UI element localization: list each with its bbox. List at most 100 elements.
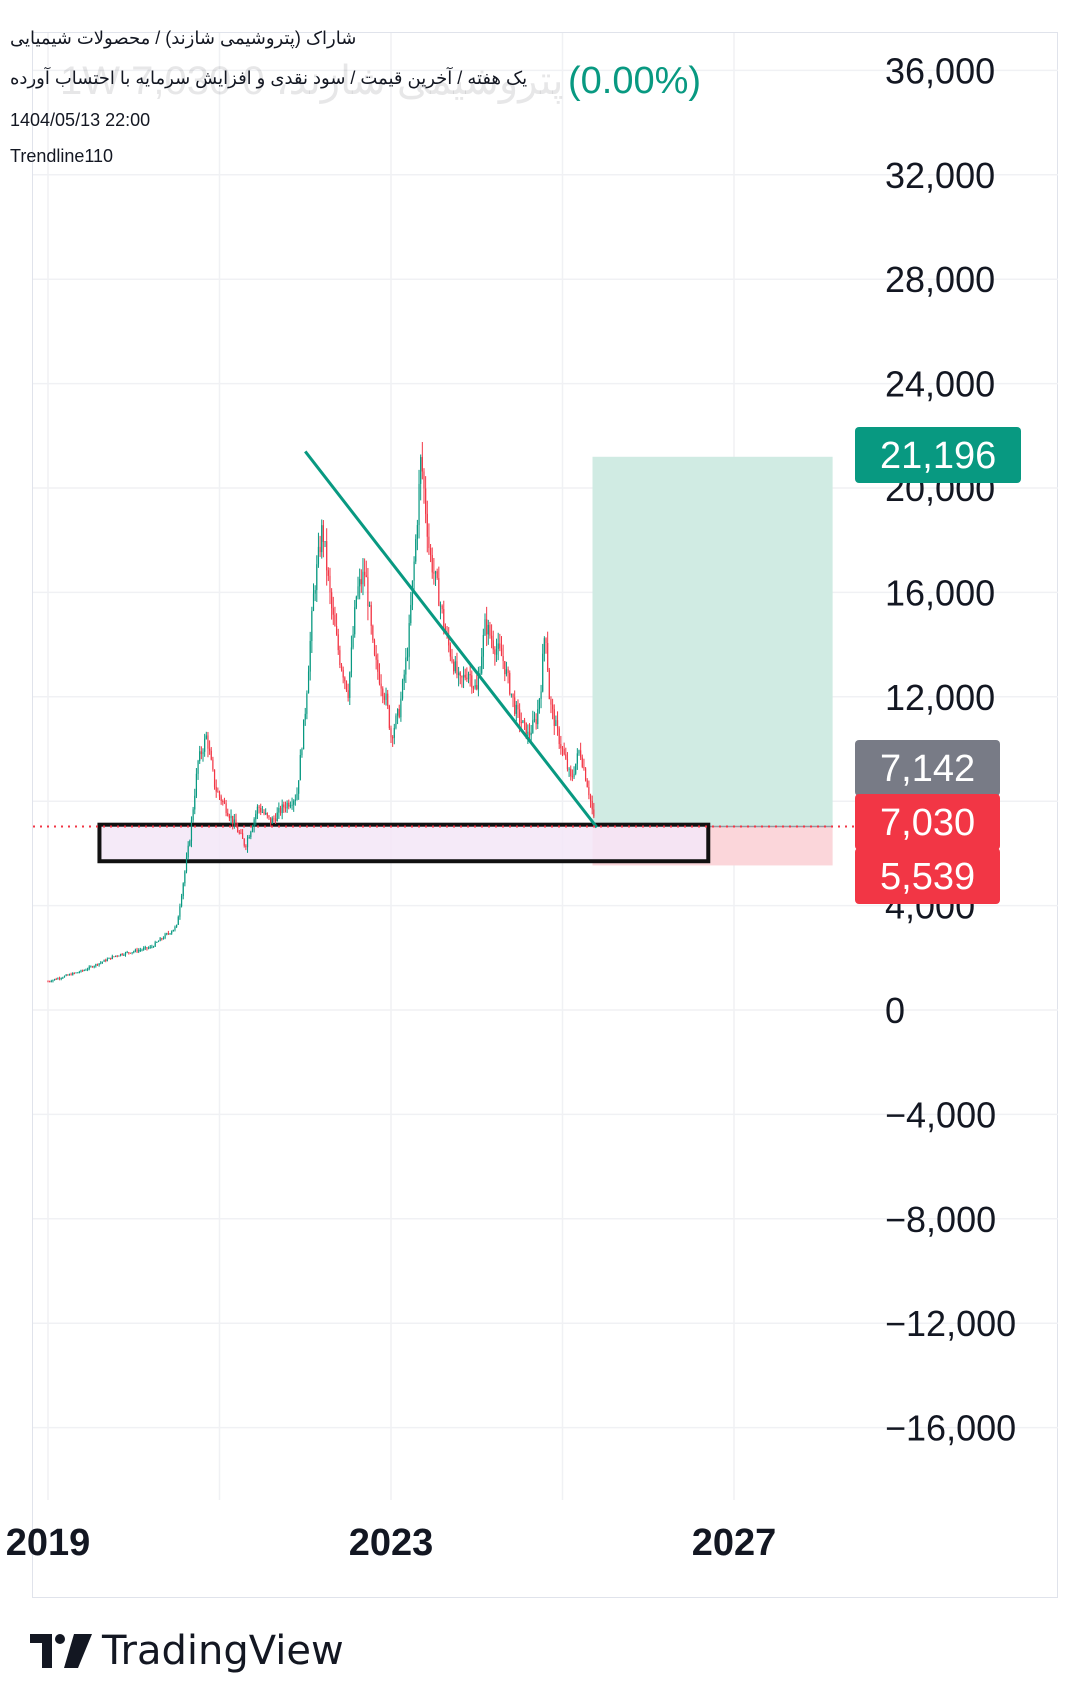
trendline — [304, 450, 598, 829]
candle — [58, 976, 61, 981]
candle-body — [260, 807, 262, 813]
candle — [146, 947, 148, 951]
candle-body — [487, 624, 489, 635]
tradingview-logo[interactable]: TradingView — [30, 1628, 344, 1674]
candle-body — [90, 966, 92, 968]
candle-body — [525, 722, 527, 738]
candle — [291, 797, 293, 810]
candle-body — [241, 833, 244, 839]
candle-body — [537, 709, 539, 725]
candle-body — [467, 673, 470, 680]
candle — [547, 631, 549, 673]
candle — [227, 808, 229, 817]
candle — [550, 696, 552, 714]
candle-body — [576, 753, 578, 764]
candle-body — [294, 799, 296, 802]
candle — [101, 961, 104, 964]
candle-body — [332, 608, 334, 615]
candle-body — [227, 812, 229, 816]
candle-body — [345, 681, 348, 691]
candle — [133, 950, 135, 954]
candle — [82, 969, 84, 973]
candle — [60, 977, 62, 981]
candle — [73, 972, 75, 975]
candle — [350, 635, 353, 678]
candle — [530, 724, 532, 743]
candle-body — [411, 580, 414, 605]
candle-body — [60, 978, 62, 980]
candle — [129, 952, 132, 954]
candle-body — [547, 642, 549, 671]
candle-body — [246, 838, 249, 848]
candle-body — [228, 815, 230, 819]
candle-body — [580, 750, 582, 758]
candle — [439, 601, 442, 620]
candle — [538, 697, 541, 714]
candle — [121, 953, 123, 956]
candle — [436, 568, 438, 580]
price-chart[interactable]: 36,00032,00028,00024,00020,00016,00012,0… — [0, 0, 1083, 1610]
candle-body — [215, 786, 217, 792]
candle-body — [340, 664, 343, 670]
candle — [138, 948, 140, 954]
candle — [248, 834, 250, 839]
candle-body — [156, 941, 158, 943]
candle-body — [339, 650, 341, 665]
candle-body — [350, 647, 353, 673]
candle-body — [111, 956, 113, 959]
candle — [357, 576, 359, 600]
grid-lines — [33, 33, 1058, 1500]
candle-body — [477, 676, 479, 690]
candle — [316, 555, 318, 602]
candle-body — [415, 539, 417, 562]
candle-body — [515, 704, 517, 714]
candle-body — [88, 966, 90, 969]
candle-body — [78, 971, 80, 973]
candle — [370, 601, 372, 635]
candle — [149, 945, 151, 949]
candle-body — [268, 815, 270, 818]
target-zone — [592, 456, 833, 827]
candle-body — [522, 720, 524, 723]
candle — [75, 972, 77, 974]
candle-body — [540, 691, 542, 699]
price-tag-text: 5,539 — [880, 856, 975, 898]
candle-body — [314, 590, 316, 594]
candle — [151, 944, 153, 949]
candle — [303, 719, 305, 750]
candle — [85, 968, 87, 971]
candle — [123, 953, 125, 956]
candle-body — [279, 807, 282, 814]
candle — [334, 606, 336, 627]
price-tag-bg — [855, 848, 1000, 904]
candle-body — [96, 964, 99, 966]
candle — [568, 767, 570, 777]
candle-body — [438, 578, 440, 606]
candle-body — [375, 654, 377, 660]
candle-body — [220, 796, 222, 801]
candle — [182, 882, 184, 900]
candle — [591, 795, 593, 815]
candle — [179, 903, 181, 920]
candle — [434, 570, 437, 586]
candle — [152, 945, 155, 948]
indicator-label[interactable]: Trendline110 — [10, 146, 114, 166]
candle — [329, 567, 331, 605]
candle — [283, 801, 285, 813]
candle-body — [342, 669, 344, 678]
candle-body — [258, 806, 260, 808]
chart-frame — [32, 32, 1058, 1598]
candle — [543, 636, 545, 662]
candle-body — [566, 758, 569, 770]
candle-body — [136, 949, 138, 952]
candle — [185, 852, 188, 874]
candle — [425, 476, 427, 524]
tradingview-logo-icon — [30, 1634, 92, 1668]
candle-body — [146, 947, 148, 949]
candle — [230, 809, 232, 825]
candle-body — [502, 655, 504, 662]
candle-body — [161, 938, 163, 940]
candle — [327, 567, 329, 582]
candle — [273, 815, 275, 823]
candle-body — [141, 949, 143, 951]
